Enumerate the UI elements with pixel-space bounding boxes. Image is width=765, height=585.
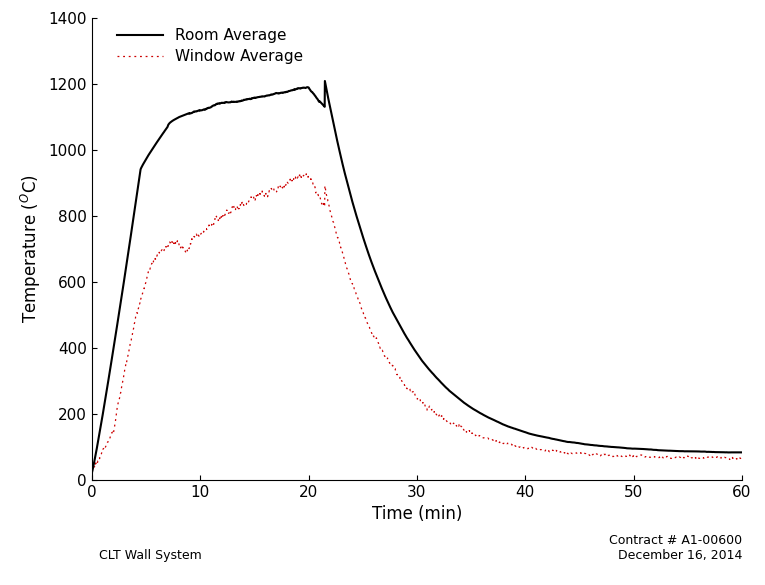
Text: Contract # A1-00600
December 16, 2014: Contract # A1-00600 December 16, 2014: [609, 534, 742, 562]
Line: Window Average: Window Average: [92, 174, 742, 472]
Window Average: [200, 228, 209, 235]
Window Average: [725, 455, 734, 462]
Room Average: [87, 470, 96, 477]
Window Average: [87, 469, 96, 476]
Line: Room Average: Room Average: [92, 81, 742, 473]
Room Average: [655, 447, 664, 454]
Window Average: [655, 453, 664, 460]
Room Average: [161, 126, 171, 133]
Window Average: [302, 170, 311, 177]
Window Average: [337, 246, 346, 253]
X-axis label: Time (min): Time (min): [372, 505, 462, 523]
Room Average: [321, 77, 330, 84]
Text: CLT Wall System: CLT Wall System: [99, 549, 202, 562]
Window Average: [161, 243, 171, 250]
Window Average: [737, 455, 747, 462]
Room Average: [200, 106, 209, 113]
Window Average: [365, 325, 374, 332]
Y-axis label: Temperature ($^{O}$C): Temperature ($^{O}$C): [19, 174, 43, 323]
Room Average: [737, 449, 747, 456]
Room Average: [337, 156, 346, 163]
Legend: Room Average, Window Average: Room Average, Window Average: [112, 22, 310, 71]
Room Average: [365, 253, 374, 260]
Room Average: [725, 449, 734, 456]
